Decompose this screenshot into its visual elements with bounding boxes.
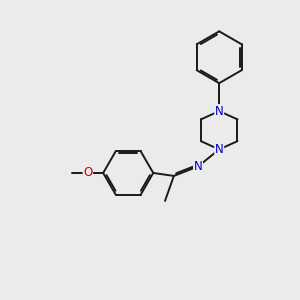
Text: N: N [194, 160, 202, 173]
Text: N: N [215, 143, 224, 156]
Text: N: N [215, 105, 224, 118]
Text: N: N [194, 160, 202, 173]
Text: O: O [83, 167, 92, 179]
